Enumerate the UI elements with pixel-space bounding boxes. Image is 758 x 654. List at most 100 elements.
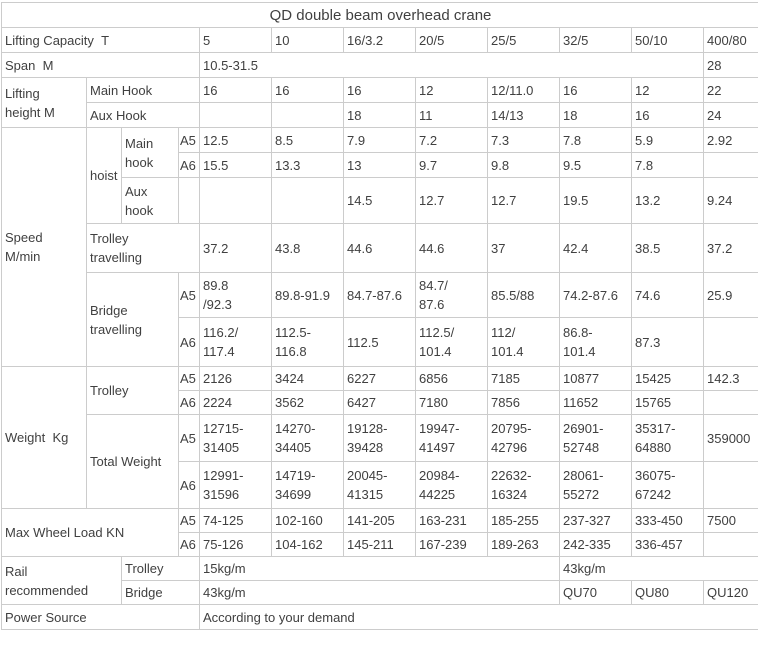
- value-cell: 74.2-87.6: [560, 273, 632, 318]
- value-cell: 6227: [344, 367, 416, 391]
- grade-a6-label: A6: [179, 318, 200, 367]
- value-cell: 16: [200, 78, 272, 103]
- value-cell: 11: [416, 103, 488, 128]
- value-cell: 74.6: [632, 273, 704, 318]
- value-cell: 19.5: [560, 178, 632, 224]
- value-cell: 19947- 41497: [416, 415, 488, 462]
- value-cell: [272, 103, 344, 128]
- value-cell: 16: [344, 78, 416, 103]
- value-cell: 400/80: [704, 28, 758, 53]
- value-cell: [704, 462, 758, 509]
- value-cell: [200, 103, 272, 128]
- rail-label: Rail recommended: [2, 557, 122, 605]
- value-cell: 44.6: [416, 224, 488, 273]
- value-cell: 14/13: [488, 103, 560, 128]
- speed-label: Speed M/min: [2, 128, 87, 367]
- row-span: Span M 10.5-31.5 28: [2, 53, 758, 78]
- value-cell: 3424: [272, 367, 344, 391]
- value-cell: 22632- 16324: [488, 462, 560, 509]
- value-cell: 116.2/ 117.4: [200, 318, 272, 367]
- row-lifting-capacity: Lifting Capacity T 5 10 16/3.2 20/5 25/5…: [2, 28, 758, 53]
- row-trolley-travelling: Trolley travelling 37.2 43.8 44.6 44.6 3…: [2, 224, 758, 273]
- grade-a6-label: A6: [179, 533, 200, 557]
- value-cell: 20984- 44225: [416, 462, 488, 509]
- row-max-wheel-a5: Max Wheel Load KN A5 74-125 102-160 141-…: [2, 509, 758, 533]
- crane-spec-table: QD double beam overhead crane Lifting Ca…: [1, 2, 758, 630]
- value-cell: 7500: [704, 509, 758, 533]
- value-cell: [200, 178, 272, 224]
- value-cell: 12715- 31405: [200, 415, 272, 462]
- row-rail-trolley: Rail recommended Trolley 15kg/m 43kg/m: [2, 557, 758, 581]
- value-cell: 20045- 41315: [344, 462, 416, 509]
- value-cell: 32/5: [560, 28, 632, 53]
- value-cell: 18: [344, 103, 416, 128]
- value-cell: 15.5: [200, 153, 272, 178]
- value-cell: 35317- 64880: [632, 415, 704, 462]
- value-cell: 336-457: [632, 533, 704, 557]
- grade-a5-label: A5: [179, 509, 200, 533]
- value-cell: 112.5- 116.8: [272, 318, 344, 367]
- trolley-weight-label: Trolley: [87, 367, 179, 415]
- value-cell: 38.5: [632, 224, 704, 273]
- value-cell: [704, 391, 758, 415]
- value-cell: 89.8-91.9: [272, 273, 344, 318]
- value-cell: 7185: [488, 367, 560, 391]
- grade-a5-label: A5: [179, 128, 200, 153]
- value-cell: 15765: [632, 391, 704, 415]
- value-cell: 185-255: [488, 509, 560, 533]
- value-cell: [272, 178, 344, 224]
- value-cell: 9.8: [488, 153, 560, 178]
- value-cell: 163-231: [416, 509, 488, 533]
- value-cell: 104-162: [272, 533, 344, 557]
- value-cell: 10: [272, 28, 344, 53]
- value-cell: 6427: [344, 391, 416, 415]
- value-cell: 359000: [704, 415, 758, 462]
- value-cell: 89.8 /92.3: [200, 273, 272, 318]
- value-cell: 20/5: [416, 28, 488, 53]
- value-cell: QU120: [704, 581, 758, 605]
- value-cell: 37: [488, 224, 560, 273]
- total-weight-label: Total Weight: [87, 415, 179, 509]
- hoist-aux-hook-label: Aux hook: [122, 178, 179, 224]
- value-cell: 16: [272, 78, 344, 103]
- value-cell: 86.8- 101.4: [560, 318, 632, 367]
- value-cell: 102-160: [272, 509, 344, 533]
- row-lifting-height-main-hook: Lifting height M Main Hook 16 16 16 12 1…: [2, 78, 758, 103]
- value-cell: 44.6: [344, 224, 416, 273]
- value-cell: 8.5: [272, 128, 344, 153]
- value-cell: 2126: [200, 367, 272, 391]
- value-cell: 7180: [416, 391, 488, 415]
- value-cell: 26901- 52748: [560, 415, 632, 462]
- grade-a5-label: A5: [179, 273, 200, 318]
- rail-bridge-label: Bridge: [122, 581, 200, 605]
- grade-a6-label: A6: [179, 153, 200, 178]
- rail-trolley-label: Trolley: [122, 557, 200, 581]
- lifting-capacity-label: Lifting Capacity T: [2, 28, 200, 53]
- row-total-weight-a5: Total Weight A5 12715- 31405 14270- 3440…: [2, 415, 758, 462]
- value-cell: 7.2: [416, 128, 488, 153]
- trolley-travelling-label: Trolley travelling: [87, 224, 200, 273]
- value-cell: 12.7: [416, 178, 488, 224]
- rail-trolley-left-value: 15kg/m: [200, 557, 560, 581]
- value-cell: 25/5: [488, 28, 560, 53]
- value-cell: 28061- 55272: [560, 462, 632, 509]
- power-source-label: Power Source: [2, 605, 200, 630]
- value-cell: 9.7: [416, 153, 488, 178]
- value-cell: 6856: [416, 367, 488, 391]
- value-cell: 10877: [560, 367, 632, 391]
- value-cell: 75-126: [200, 533, 272, 557]
- value-cell: 16: [560, 78, 632, 103]
- value-cell: QU70: [560, 581, 632, 605]
- rail-bridge-left-value: 43kg/m: [200, 581, 560, 605]
- value-cell: 15425: [632, 367, 704, 391]
- value-cell: 43.8: [272, 224, 344, 273]
- value-cell: 20795- 42796: [488, 415, 560, 462]
- value-cell: 3562: [272, 391, 344, 415]
- value-cell: 12.5: [200, 128, 272, 153]
- span-label: Span M: [2, 53, 200, 78]
- grade-cell-empty: [179, 178, 200, 224]
- value-cell: 11652: [560, 391, 632, 415]
- value-cell: 2224: [200, 391, 272, 415]
- value-cell: 36075- 67242: [632, 462, 704, 509]
- value-cell: 37.2: [200, 224, 272, 273]
